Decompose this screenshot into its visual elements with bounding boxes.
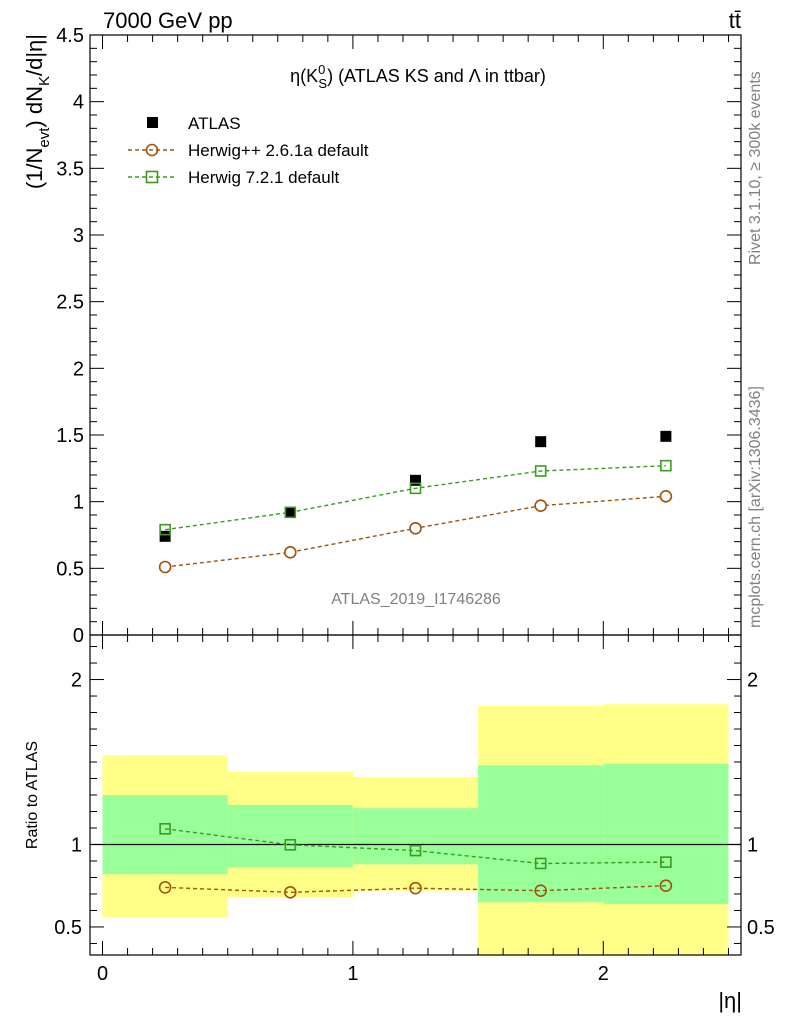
- ratio-panel-axes: 0.5 0.5 1 1 2 2 0 1 2: [54, 634, 775, 985]
- process-label: tt̄: [729, 8, 741, 33]
- ylabel-part-c: /d|η|: [22, 34, 47, 76]
- title-superscript: 0: [318, 62, 325, 77]
- atlas-point: [660, 430, 672, 442]
- ratio-band-inner: [227, 804, 353, 868]
- title-eta: η(K: [290, 66, 318, 86]
- atlas-point: [284, 506, 296, 518]
- analysis-watermark: ATLAS_2019_I1746286: [331, 591, 501, 608]
- title-close: ): [327, 66, 333, 86]
- ratio-herwig721-point: [159, 823, 171, 835]
- herwig261-point: [534, 499, 547, 512]
- ratio-herwig261-point: [659, 879, 673, 893]
- ratio-herwig721-point: [409, 844, 422, 857]
- main-y-tick-label: 2.5: [56, 292, 84, 314]
- title-rest: (ATLAS KS and Λ in ttbar): [333, 66, 546, 86]
- herwig721-point: [409, 482, 422, 495]
- herwig261-point: [158, 560, 172, 574]
- main-y-tick-label: 0.5: [56, 558, 84, 580]
- ylabel-part-b: ) dN: [22, 86, 47, 128]
- x-tick-label: 2: [598, 963, 609, 985]
- legend-marker-atlas: [147, 117, 158, 128]
- main-y-tick-label: 3.5: [56, 158, 84, 180]
- ylabel-sub-k: K: [36, 76, 53, 86]
- main-y-tick-label: 4.5: [56, 25, 84, 47]
- herwig261-point: [409, 522, 422, 535]
- atlas-point: [535, 436, 547, 448]
- ylabel-part-a: (1/N: [22, 148, 47, 190]
- herwig261-point: [284, 546, 297, 559]
- main-y-axis-label: (1/Nevt) dNK/d|η|: [22, 34, 53, 189]
- rivet-version-label: Rivet 3.1.10, ≥ 300k events: [747, 71, 764, 265]
- herwig721-point: [159, 523, 171, 536]
- x-tick-label: 0: [97, 963, 108, 985]
- herwig721-point: [284, 506, 297, 519]
- ratio-band-inner: [478, 765, 604, 903]
- herwig721-line: [165, 465, 666, 531]
- main-y-tick-label: 3: [73, 225, 84, 247]
- ratio-herwig721-line: [165, 828, 666, 865]
- main-panel-axes: 0 0.5 1 1.5 2 2.5 3 3.5 4 4.5: [56, 25, 742, 647]
- main-panel-series: [158, 430, 673, 574]
- ratio-panel-bands: [90, 704, 741, 955]
- herwig261-point: [659, 490, 673, 503]
- ratio-herwig261-point: [534, 884, 547, 897]
- legend-label-herwig721: Herwig 7.2.1 default: [188, 168, 339, 187]
- mcplots-label: mcplots.cern.ch [arXiv:1306.3436]: [747, 386, 764, 628]
- energy-label: 7000 GeV pp: [103, 8, 233, 33]
- main-y-tick-label: 0: [73, 625, 84, 647]
- x-axis-label: |η|: [718, 988, 742, 1013]
- ratio-y-tick-label-right: 0.5: [747, 917, 775, 939]
- ratio-panel-series: [158, 823, 673, 899]
- herwig721-point: [660, 459, 672, 472]
- legend-label-atlas: ATLAS: [188, 114, 241, 133]
- ratio-y-tick-label-right: 2: [747, 670, 758, 692]
- chart-title: η(K0 S) (ATLAS KS and Λ in ttbar): [290, 62, 546, 91]
- ratio-herwig261-point: [409, 881, 422, 895]
- ratio-herwig721-point: [284, 839, 297, 851]
- ratio-herwig721-point: [660, 856, 672, 868]
- ylabel-sub-evt: evt: [36, 127, 53, 148]
- atlas-point: [159, 530, 171, 542]
- legend-marker-herwig721: [145, 170, 159, 184]
- x-tick-label: 1: [347, 963, 358, 985]
- legend: ATLAS Herwig++ 2.6.1a default Herwig 7.2…: [128, 114, 369, 187]
- main-y-tick-label: 1: [73, 492, 84, 514]
- atlas-point: [410, 474, 421, 486]
- ratio-y-tick-label-left: 2: [71, 670, 82, 692]
- ratio-y-tick-label-left: 0.5: [54, 917, 82, 939]
- main-y-tick-label: 1.5: [56, 425, 84, 447]
- main-y-tick-label: 4: [73, 92, 84, 114]
- ratio-y-tick-label-right: 1: [747, 834, 758, 856]
- ratio-y-tick-label-left: 1: [71, 834, 82, 856]
- main-y-tick-label: 2: [73, 358, 84, 380]
- legend-label-herwig261: Herwig++ 2.6.1a default: [188, 141, 369, 160]
- ratio-y-axis-label: Ratio to ATLAS: [24, 741, 41, 849]
- title-subscript: S: [318, 76, 327, 91]
- ratio-herwig261-point: [284, 886, 297, 899]
- legend-marker-herwig261: [145, 143, 159, 157]
- ratio-herwig721-point: [534, 857, 547, 870]
- ratio-band-inner: [603, 763, 729, 904]
- ratio-herwig261-point: [158, 881, 172, 894]
- herwig721-point: [534, 465, 547, 477]
